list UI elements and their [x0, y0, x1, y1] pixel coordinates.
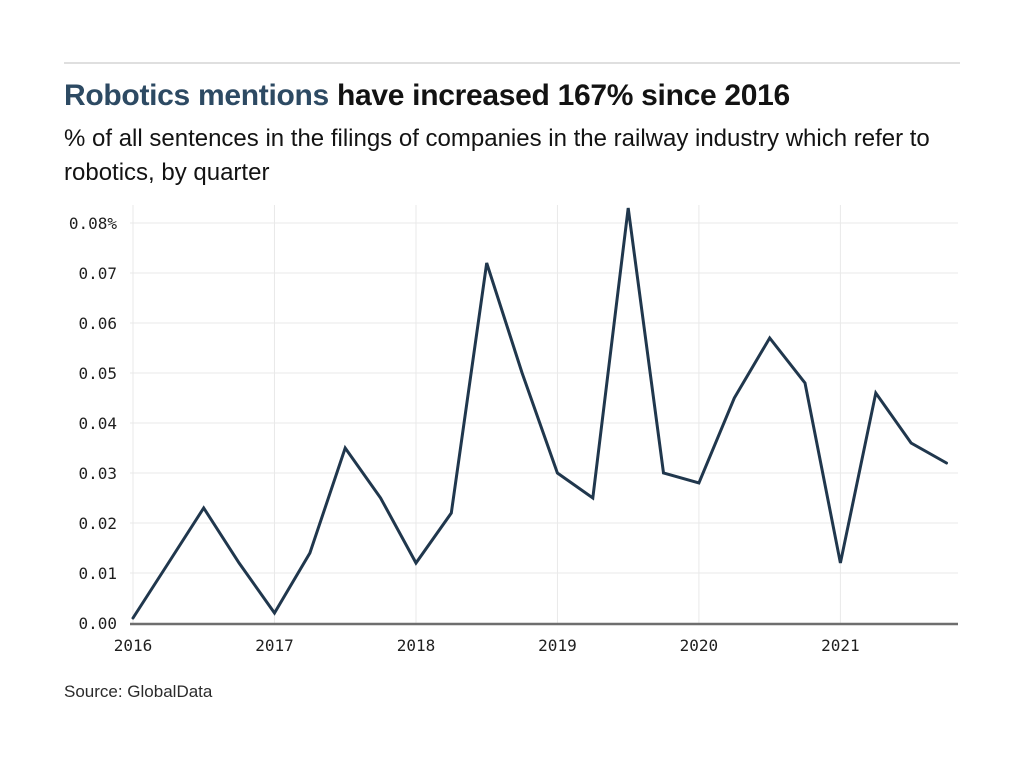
data-line [131, 207, 948, 620]
x-tick-label: 2017 [255, 636, 294, 655]
page-title: Robotics mentions have increased 167% si… [64, 79, 790, 113]
y-tick-label: 0.02 [78, 514, 117, 533]
chart-canvas: 0.08% 0.07 0.06 0.05 0.04 0.03 0.02 0.01 0.00 201… [69, 205, 958, 655]
chart-area: 0.08% 0.07 0.06 0.05 0.04 0.03 0.02 0.01 0.00 201… [0, 195, 1024, 665]
y-tick-label: 0.07 [78, 264, 117, 283]
page-title-highlight: Robotics mentions [64, 79, 329, 112]
x-tick-label: 2020 [680, 636, 719, 655]
y-tick-label: 0.06 [78, 314, 117, 333]
y-tick-label: 0.00 [78, 614, 117, 633]
y-tick-label: 0.05 [78, 364, 117, 383]
x-tick-label: 2021 [821, 636, 860, 655]
source-caption: Source: GlobalData [64, 682, 213, 701]
chart-subtitle: % of all sentences in the filings of com… [64, 125, 930, 186]
y-tick-label: 0.08% [69, 214, 118, 233]
y-tick-label: 0.01 [78, 564, 117, 583]
x-tick-label: 2016 [114, 636, 153, 655]
page-title-rest: have increased 167% since 2016 [328, 79, 790, 112]
header-divider [64, 62, 960, 64]
y-tick-label: 0.03 [78, 464, 117, 483]
x-tick-label: 2019 [538, 636, 577, 655]
x-tick-label: 2018 [397, 636, 436, 655]
y-tick-label: 0.04 [78, 414, 117, 433]
